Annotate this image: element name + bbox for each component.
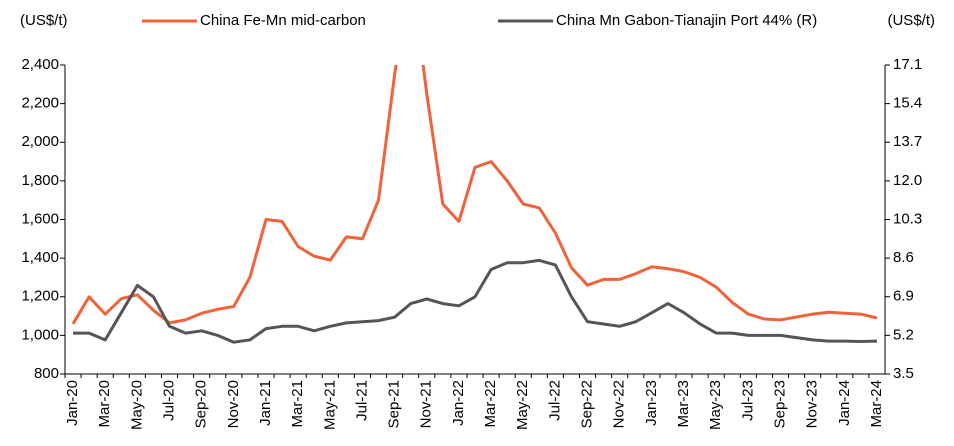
y-tick-label: 2,400: [21, 56, 59, 73]
x-tick-label: May-21: [321, 380, 338, 430]
y2-tick-label: 12.0: [893, 172, 922, 189]
x-tick-label: Sep-22: [579, 380, 596, 428]
y2-tick-label: 17.1: [893, 56, 922, 73]
x-tick-label: Mar-20: [96, 380, 113, 428]
x-tick-label: May-22: [514, 380, 531, 430]
x-tick-label: Mar-21: [289, 380, 306, 428]
y2-tick-label: 10.3: [893, 210, 922, 227]
y-tick-label: 1,200: [21, 288, 59, 305]
x-tick-label: Jul-23: [739, 380, 756, 421]
y-tick-label: 1,400: [21, 249, 59, 266]
x-tick-label: Jul-21: [353, 380, 370, 421]
y-tick-label: 2,000: [21, 133, 59, 150]
x-tick-label: Nov-20: [225, 380, 242, 428]
y-tick-label: 1,600: [21, 210, 59, 227]
series-line: [73, 258, 878, 344]
x-tick-label: Nov-21: [418, 380, 435, 428]
x-tick-label: Mar-24: [868, 380, 885, 428]
series-line: [71, 65, 878, 325]
y2-tick-label: 8.6: [893, 249, 914, 266]
y2-tick-label: 5.2: [893, 326, 914, 343]
x-tick-label: Sep-23: [771, 380, 788, 428]
y-axis-label: (US$/t): [20, 12, 68, 29]
y2-tick-label: 3.5: [893, 365, 914, 382]
x-tick-label: Jan-21: [257, 380, 274, 426]
x-tick-label: Jan-23: [643, 380, 660, 426]
y2-tick-label: 15.4: [893, 95, 922, 112]
x-tick-label: Jul-20: [160, 380, 177, 421]
legend-label: China Fe-Mn mid-carbon: [200, 12, 366, 29]
x-tick-label: Nov-22: [611, 380, 628, 428]
plot-area: [71, 65, 878, 344]
x-tick-label: Mar-23: [675, 380, 692, 428]
y-tick-label: 800: [34, 365, 59, 382]
y2-axis-label: (US$/t): [887, 12, 935, 29]
x-tick-label: Sep-21: [386, 380, 403, 428]
y-tick-label: 1,800: [21, 172, 59, 189]
x-tick-label: Nov-23: [804, 380, 821, 428]
x-tick-label: May-23: [707, 380, 724, 430]
x-tick-label: Jan-22: [450, 380, 467, 426]
y2-tick-label: 6.9: [893, 288, 914, 305]
y2-tick-label: 13.7: [893, 133, 922, 150]
x-tick-label: Jul-22: [546, 380, 563, 421]
x-tick-label: Jan-20: [64, 380, 81, 426]
x-tick-label: Jan-24: [836, 380, 853, 426]
y-tick-label: 1,000: [21, 326, 59, 343]
x-tick-label: May-20: [128, 380, 145, 430]
x-tick-label: Mar-22: [482, 380, 499, 428]
x-tick-label: Sep-20: [193, 380, 210, 428]
y-tick-label: 2,200: [21, 95, 59, 112]
legend-label: China Mn Gabon-Tianajin Port 44% (R): [556, 12, 817, 29]
